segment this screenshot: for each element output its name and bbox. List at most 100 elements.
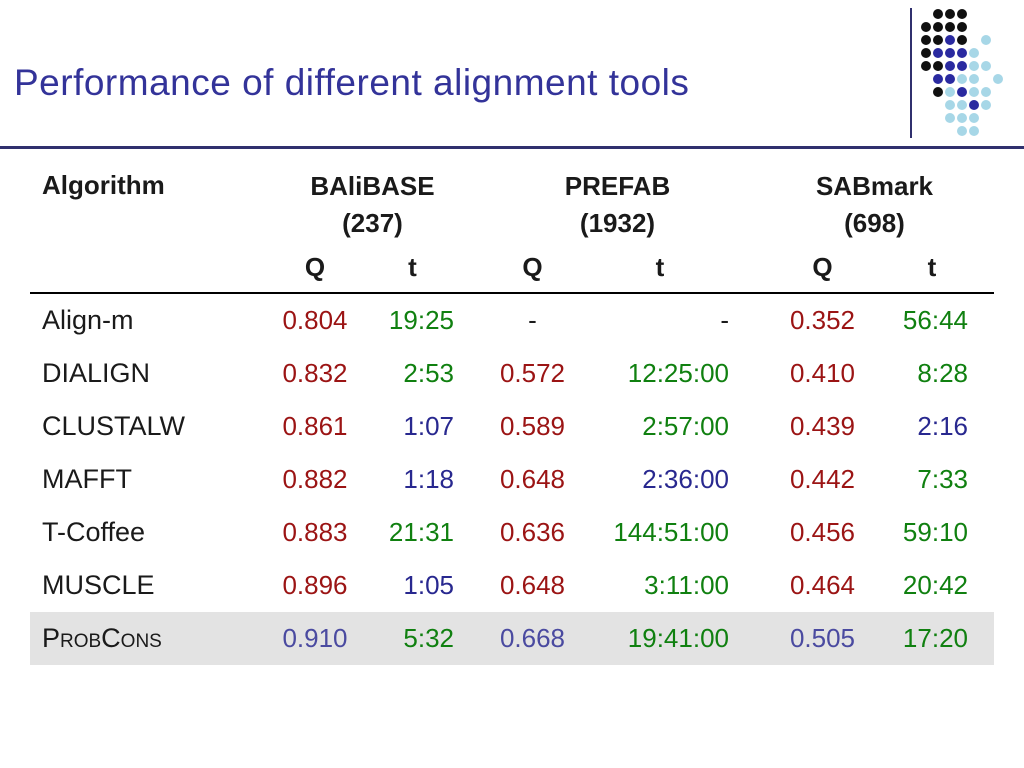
logo-dot (957, 35, 967, 45)
logo-vertical-line (910, 8, 912, 138)
algorithm-name: CLUSTALW (42, 411, 186, 441)
logo-dot (957, 113, 967, 123)
logo-dot (969, 113, 979, 123)
logo-dot (933, 87, 943, 97)
logo-dot (933, 126, 943, 136)
logo-dot (981, 9, 991, 19)
q-value: 0.861 (282, 411, 348, 441)
t-value: - (720, 305, 729, 335)
t-value: 20:42 (902, 570, 968, 600)
t-value: 2:53 (403, 358, 454, 388)
group-name: PREFAB (564, 171, 671, 201)
logo-dot (981, 126, 991, 136)
t-value: 56:44 (902, 305, 968, 335)
logo-dot (933, 100, 943, 110)
logo-dot (945, 87, 955, 97)
column-header-q: Q (265, 242, 365, 294)
q-value: 0.456 (789, 517, 856, 547)
logo-dot (945, 35, 955, 45)
logo-dot (933, 22, 943, 32)
t-value: 17:20 (890, 612, 994, 665)
logo-dot (933, 113, 943, 123)
logo-dot (945, 100, 955, 110)
column-header-q: Q (755, 242, 890, 294)
t-value: 1:07 (403, 411, 454, 441)
logo-dot (945, 61, 955, 71)
logo-dot (981, 35, 991, 45)
dots-logo (910, 8, 1012, 140)
t-value: 59:10 (902, 517, 968, 547)
page-title: Performance of different alignment tools (14, 62, 690, 103)
logo-dot (921, 22, 931, 32)
column-header-algorithm: Algorithm (30, 162, 265, 294)
group-name: BAliBASE (310, 171, 435, 201)
q-value: 0.648 (499, 570, 566, 600)
logo-dot (993, 113, 1003, 123)
logo-dot (993, 48, 1003, 58)
algorithm-name: DIALIGN (42, 358, 151, 388)
logo-dot (969, 61, 979, 71)
t-value: 21:31 (388, 517, 454, 547)
logo-dot (957, 61, 967, 71)
logo-dot (981, 61, 991, 71)
column-header-t: t (585, 242, 755, 294)
t-value: 144:51:00 (613, 517, 729, 547)
logo-dot (945, 9, 955, 19)
t-value: 7:33 (917, 464, 968, 494)
group-count: (698) (844, 208, 905, 238)
logo-dot (957, 87, 967, 97)
logo-dot (957, 126, 967, 136)
logo-dot (969, 22, 979, 32)
t-value: 5:32 (365, 612, 480, 665)
logo-dot (969, 48, 979, 58)
q-value: 0.442 (789, 464, 856, 494)
group-name: SABmark (815, 171, 934, 201)
table-row: CLUSTALW 0.861 1:07 0.589 2:57:00 0.439 … (30, 400, 994, 453)
table-row: MUSCLE 0.896 1:05 0.648 3:11:00 0.464 20… (30, 559, 994, 612)
logo-dot (969, 74, 979, 84)
q-value: 0.896 (282, 570, 348, 600)
q-value: 0.882 (282, 464, 348, 494)
table-row: MAFFT 0.882 1:18 0.648 2:36:00 0.442 7:3… (30, 453, 994, 506)
performance-table: Algorithm BAliBASE (237) PREFAB (1932) S… (30, 162, 994, 665)
logo-dot (933, 9, 943, 19)
logo-dot (933, 35, 943, 45)
q-value: 0.572 (499, 358, 566, 388)
logo-dot (957, 48, 967, 58)
logo-dot (993, 35, 1003, 45)
logo-dot (993, 126, 1003, 136)
logo-dot (981, 113, 991, 123)
logo-dot (969, 87, 979, 97)
algorithm-name: MUSCLE (42, 570, 155, 600)
q-value: 0.668 (480, 612, 585, 665)
logo-dot (945, 74, 955, 84)
logo-dot (969, 35, 979, 45)
logo-dot (921, 9, 931, 19)
logo-dot (993, 87, 1003, 97)
group-count: (1932) (579, 208, 656, 238)
column-header-t: t (365, 242, 480, 294)
logo-dot (921, 61, 931, 71)
logo-dot (921, 35, 931, 45)
t-value: 3:11:00 (644, 570, 729, 600)
logo-dot (945, 126, 955, 136)
q-value: 0.804 (282, 305, 348, 335)
subheader-row: Q t Q t Q t (30, 242, 994, 294)
q-value: 0.832 (282, 358, 348, 388)
logo-dot (981, 48, 991, 58)
q-value: 0.352 (789, 305, 856, 335)
logo-dot (933, 48, 943, 58)
column-group-prefab: PREFAB (1932) (480, 162, 755, 242)
logo-dot (921, 87, 931, 97)
logo-dot (993, 22, 1003, 32)
column-group-balibase: BAliBASE (237) (265, 162, 480, 242)
logo-dot (957, 74, 967, 84)
q-value: 0.439 (789, 411, 856, 441)
algorithm-name: ProbCons (30, 612, 265, 665)
logo-dot (981, 74, 991, 84)
logo-dot (933, 74, 943, 84)
algorithm-name: Align-m (42, 305, 134, 335)
logo-dot (921, 113, 931, 123)
group-count: (237) (342, 208, 403, 238)
